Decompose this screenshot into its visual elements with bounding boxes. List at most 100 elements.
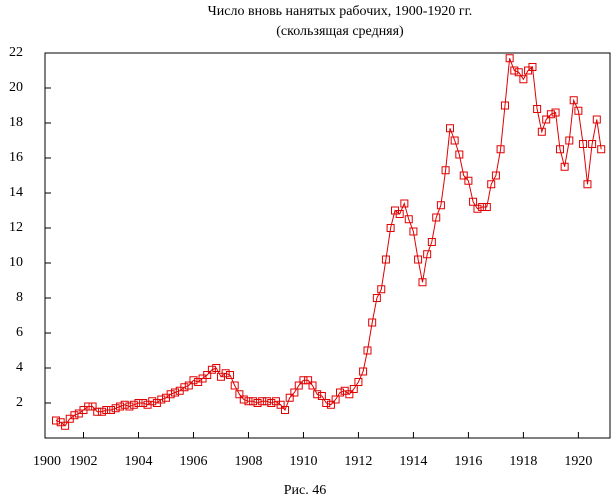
data-point [519,75,528,84]
data-point [528,63,537,71]
data-point [588,140,597,148]
data-point [336,388,345,397]
data-point [409,227,418,236]
y-tick-label: 10 [9,255,23,270]
data-point [414,255,423,264]
data-point [491,171,500,180]
data-point [157,395,166,404]
data-point [569,96,578,105]
data-point [61,421,70,430]
y-tick-label: 6 [16,325,23,340]
data-point [134,399,143,407]
data-point [404,215,413,224]
y-tick-label: 4 [16,360,23,375]
data-point [510,66,519,75]
data-point [129,400,138,409]
data-point [84,402,93,411]
data-point [500,101,509,110]
data-point [381,255,390,264]
data-point [70,411,79,420]
data-point [537,127,546,136]
data-point [514,68,523,77]
data-point [281,406,290,414]
data-point [304,376,313,385]
data-point [473,204,482,213]
x-tick-label: 1900 [33,454,61,469]
data-point [317,392,326,400]
data-point [212,364,221,372]
x-tick-label: 1912 [344,454,372,469]
data-point [285,393,294,402]
data-point [597,145,606,154]
data-point [349,385,358,393]
data-point [482,203,491,211]
y-tick-label: 16 [9,150,23,165]
x-tick-label: 1914 [399,454,427,469]
data-point [372,294,381,302]
data-point [574,106,583,115]
data-point [377,285,386,294]
data-point [455,150,464,159]
data-point [345,390,354,399]
data-point [565,136,574,145]
data-point [395,210,404,218]
y-tick-label: 12 [9,220,23,235]
data-point [436,201,445,210]
data-point [533,105,542,113]
x-tick-label: 1906 [179,454,207,469]
x-tick-label: 1908 [234,454,262,469]
data-point [322,399,331,407]
data-point [125,402,134,411]
y-tick-label: 2 [16,395,23,410]
data-point [459,171,468,180]
data-point [386,224,395,232]
data-point [249,397,258,406]
data-point [331,395,340,404]
data-point [120,400,129,409]
data-point [276,400,285,409]
data-point [478,203,487,211]
data-point [445,124,454,133]
data-point [546,110,555,119]
data-point [432,213,441,222]
data-point [592,115,601,124]
data-point [299,376,308,385]
data-point [400,199,409,208]
data-point [235,390,244,399]
data-point [326,400,335,409]
x-tick-label: 1918 [509,454,537,469]
data-point [354,378,363,386]
data-point [239,395,248,404]
x-tick-label: 1920 [564,454,592,469]
data-point [111,404,120,413]
data-point [368,318,377,327]
y-tick-label: 18 [9,115,23,130]
data-point [542,115,551,124]
data-point [579,140,588,148]
data-point [262,397,271,406]
chart-subtitle: (скользящая средняя) [276,24,404,39]
data-point [469,197,478,206]
data-point [308,381,317,390]
data-point [253,399,262,407]
data-point [290,388,299,397]
data-point [221,369,230,378]
data-point [139,399,148,407]
data-point [267,399,276,407]
y-tick-label: 20 [9,80,23,95]
y-tick-label: 22 [9,45,23,60]
data-point [441,166,450,175]
data-point [148,397,157,406]
x-tick-label: 1916 [454,454,482,469]
data-point [207,365,216,374]
data-line [55,58,602,427]
data-point [450,136,459,145]
chart-title: Число вновь нанятых рабочих, 1900-1920 г… [208,4,473,19]
data-point [294,381,303,390]
x-tick-label: 1910 [289,454,317,469]
data-point [555,145,564,154]
data-point [171,388,180,397]
data-point [423,250,432,259]
data-point [102,406,111,414]
